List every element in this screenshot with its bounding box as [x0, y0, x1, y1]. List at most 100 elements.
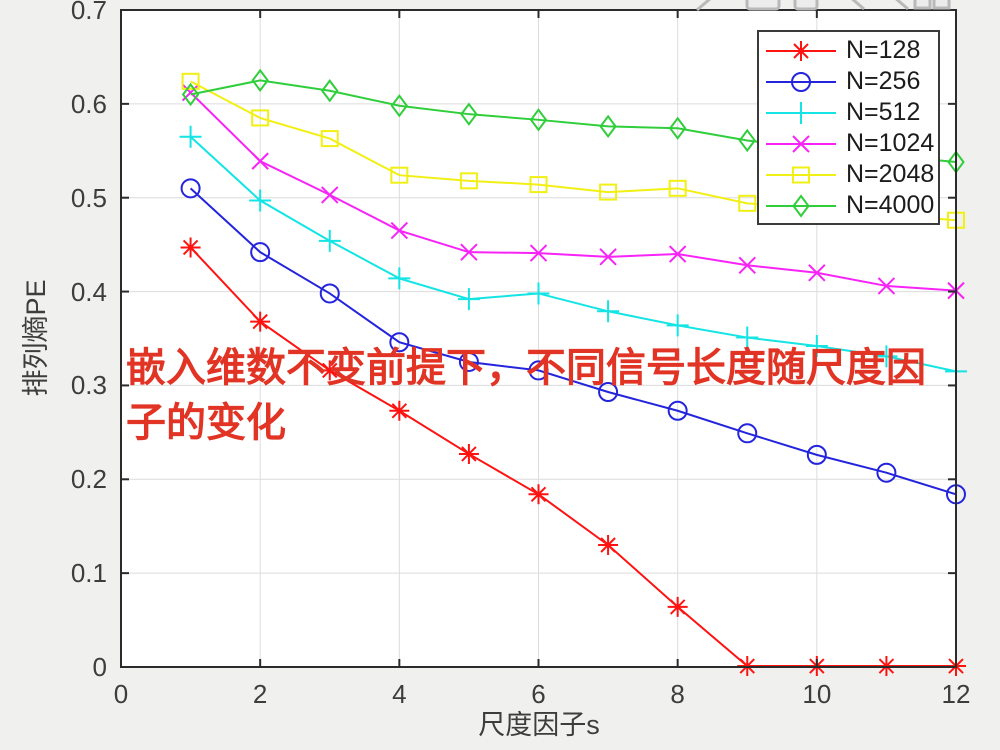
series-N=256 — [180, 178, 966, 505]
marker-x — [529, 244, 548, 262]
marker-circle — [528, 360, 549, 381]
marker-diamond — [181, 82, 200, 107]
marker-circle — [876, 462, 897, 483]
marker-diamond — [599, 114, 617, 139]
y-tick-label: 0.6 — [70, 88, 107, 119]
brush-icon[interactable] — [696, 0, 718, 12]
marker-diamond — [320, 79, 339, 103]
legend-item-N=512: N=512 — [759, 97, 938, 128]
marker-diamond — [390, 94, 409, 118]
legend-marker — [766, 71, 836, 92]
series-line — [189, 91, 957, 292]
y-tick-label: 0.7 — [70, 0, 107, 25]
marker-x — [808, 264, 826, 282]
marker-square — [390, 166, 409, 184]
marker-diamond — [460, 102, 478, 126]
zoom-out-icon[interactable] — [894, 0, 909, 11]
x-tick-label: 2 — [252, 679, 268, 709]
marker-diamond — [251, 68, 269, 93]
legend-item-N=1024: N=1024 — [759, 128, 938, 159]
legend: N=128 N=256 N=512 N=1024 N=2048 N=4000 — [757, 30, 940, 225]
marker-square — [181, 72, 200, 90]
marker-plus — [318, 229, 341, 252]
marker-asterisk — [458, 443, 479, 464]
annotation-line-1: 嵌入维数不变前提下，不同信号长度随尺度因 — [126, 346, 926, 390]
legend-item-N=4000: N=4000 — [759, 190, 938, 221]
legend-item-N=256: N=256 — [759, 66, 938, 97]
marker-x — [460, 243, 478, 261]
x-tick-label: 6 — [531, 679, 546, 709]
marker-diamond — [529, 108, 548, 132]
x-tick-label: 8 — [670, 679, 685, 709]
series-line — [189, 135, 957, 373]
legend-label: N=256 — [846, 67, 921, 95]
marker-asterisk — [389, 400, 410, 421]
y-tick-label: 0.4 — [70, 276, 107, 307]
marker-asterisk — [250, 311, 271, 332]
marker-circle — [389, 332, 410, 353]
x-tick-label: 0 — [113, 679, 129, 709]
x-tick-label: 10 — [802, 679, 832, 709]
y-tick-label: 0.1 — [70, 558, 107, 589]
marker-circle — [598, 381, 619, 402]
legend-marker — [766, 193, 836, 218]
marker-x — [251, 152, 269, 170]
marker-plus — [179, 125, 202, 148]
marker-asterisk — [791, 40, 811, 61]
marker-x — [668, 245, 687, 263]
legend-item-N=128: N=128 — [759, 35, 938, 66]
legend-item-N=2048: N=2048 — [759, 159, 938, 190]
marker-square — [251, 109, 270, 127]
save-icon[interactable] — [745, 0, 781, 11]
axes-box — [120, 9, 957, 668]
y-tick-label: 0.5 — [70, 182, 107, 213]
legend-label: N=512 — [846, 98, 921, 126]
marker-x — [321, 186, 339, 204]
series-N=1024 — [181, 83, 965, 300]
axes-toolbar — [0, 0, 1000, 13]
marker-asterisk — [180, 237, 201, 258]
legend-marker — [766, 134, 836, 153]
legend-marker — [766, 40, 836, 61]
marker-square — [529, 176, 548, 194]
marker-square — [668, 179, 687, 197]
marker-plus — [666, 314, 689, 337]
x-tick-label: 4 — [392, 679, 407, 709]
marker-circle — [737, 423, 758, 444]
y-axis-label: 排列熵PE — [21, 279, 51, 397]
marker-circle — [458, 351, 479, 372]
marker-asterisk — [598, 534, 619, 555]
marker-asterisk — [319, 360, 340, 381]
marker-asterisk — [667, 596, 688, 617]
marker-plus — [736, 326, 759, 349]
marker-diamond — [738, 128, 756, 153]
y-tick-label: 0.2 — [70, 464, 107, 495]
annotation-line-2: 子的变化 — [126, 401, 286, 445]
y-tick-label: 0.3 — [70, 370, 107, 401]
marker-plus — [388, 267, 411, 290]
x-axis-label: 尺度因子s — [478, 710, 600, 740]
series-line — [189, 187, 957, 496]
legend-marker — [766, 101, 836, 124]
marker-plus — [249, 189, 272, 212]
marker-x — [877, 277, 896, 295]
legend-label: N=4000 — [846, 191, 935, 219]
marker-diamond — [792, 193, 810, 218]
marker-square — [599, 183, 618, 201]
legend-label: N=2048 — [846, 160, 935, 188]
y-tick-label: 0 — [92, 652, 107, 682]
marker-diamond — [668, 116, 687, 140]
marker-asterisk — [528, 484, 549, 505]
x-tick-label: 12 — [941, 679, 971, 709]
copy-icon[interactable] — [793, 0, 819, 11]
marker-plus — [805, 335, 828, 358]
marker-plus — [527, 282, 550, 305]
annotation-text: 嵌入维数不变前提下，不同信号长度随尺度因 子的变化 — [126, 341, 971, 451]
marker-circle — [806, 444, 827, 465]
marker-plus — [457, 288, 480, 311]
zoom-in-icon[interactable] — [850, 0, 865, 11]
marker-circle — [319, 283, 340, 304]
marker-square — [320, 130, 339, 148]
restore-view-icon[interactable] — [913, 0, 951, 10]
